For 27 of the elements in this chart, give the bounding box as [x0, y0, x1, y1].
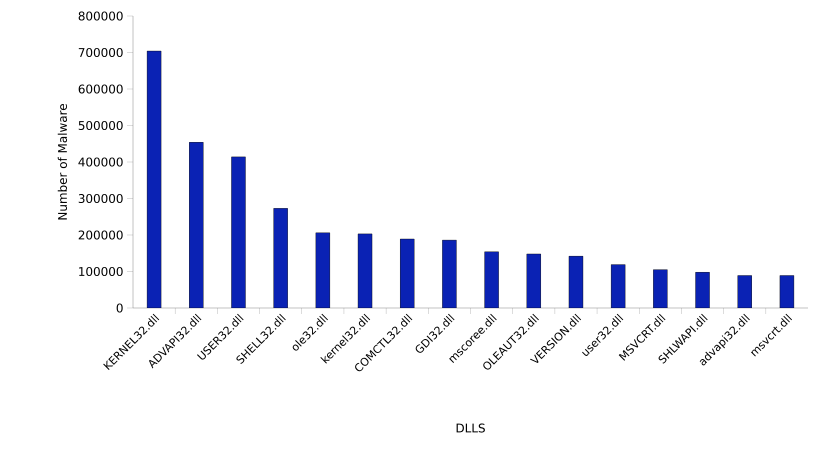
- bar: [568, 256, 584, 308]
- bar: [695, 272, 710, 308]
- bar: [358, 234, 372, 308]
- y-tick-label: 100000: [79, 266, 123, 276]
- bar: [273, 208, 288, 308]
- bar: [316, 232, 330, 308]
- y-tick-label: 400000: [78, 157, 123, 167]
- y-tick-label: 700000: [78, 48, 123, 58]
- bar: [442, 240, 457, 308]
- bar: [653, 269, 668, 308]
- bar: [146, 50, 162, 308]
- y-tick-label: 800000: [78, 11, 123, 21]
- y-axis-title: Number of Malware: [58, 104, 68, 220]
- x-axis-title: DLLS: [456, 424, 485, 433]
- y-tick-label: 300000: [78, 194, 123, 204]
- y-tick-label: 200000: [78, 230, 123, 240]
- bar: [738, 275, 752, 308]
- bar: [231, 156, 246, 308]
- y-tick-label: 500000: [78, 120, 123, 130]
- bar: [780, 275, 794, 308]
- bar: [610, 264, 626, 308]
- bar: [400, 238, 414, 308]
- bar: [484, 252, 499, 308]
- y-tick-label: 600000: [78, 84, 123, 94]
- bar: [526, 254, 541, 308]
- y-tick-label: 0: [116, 303, 123, 313]
- bar: [189, 142, 204, 308]
